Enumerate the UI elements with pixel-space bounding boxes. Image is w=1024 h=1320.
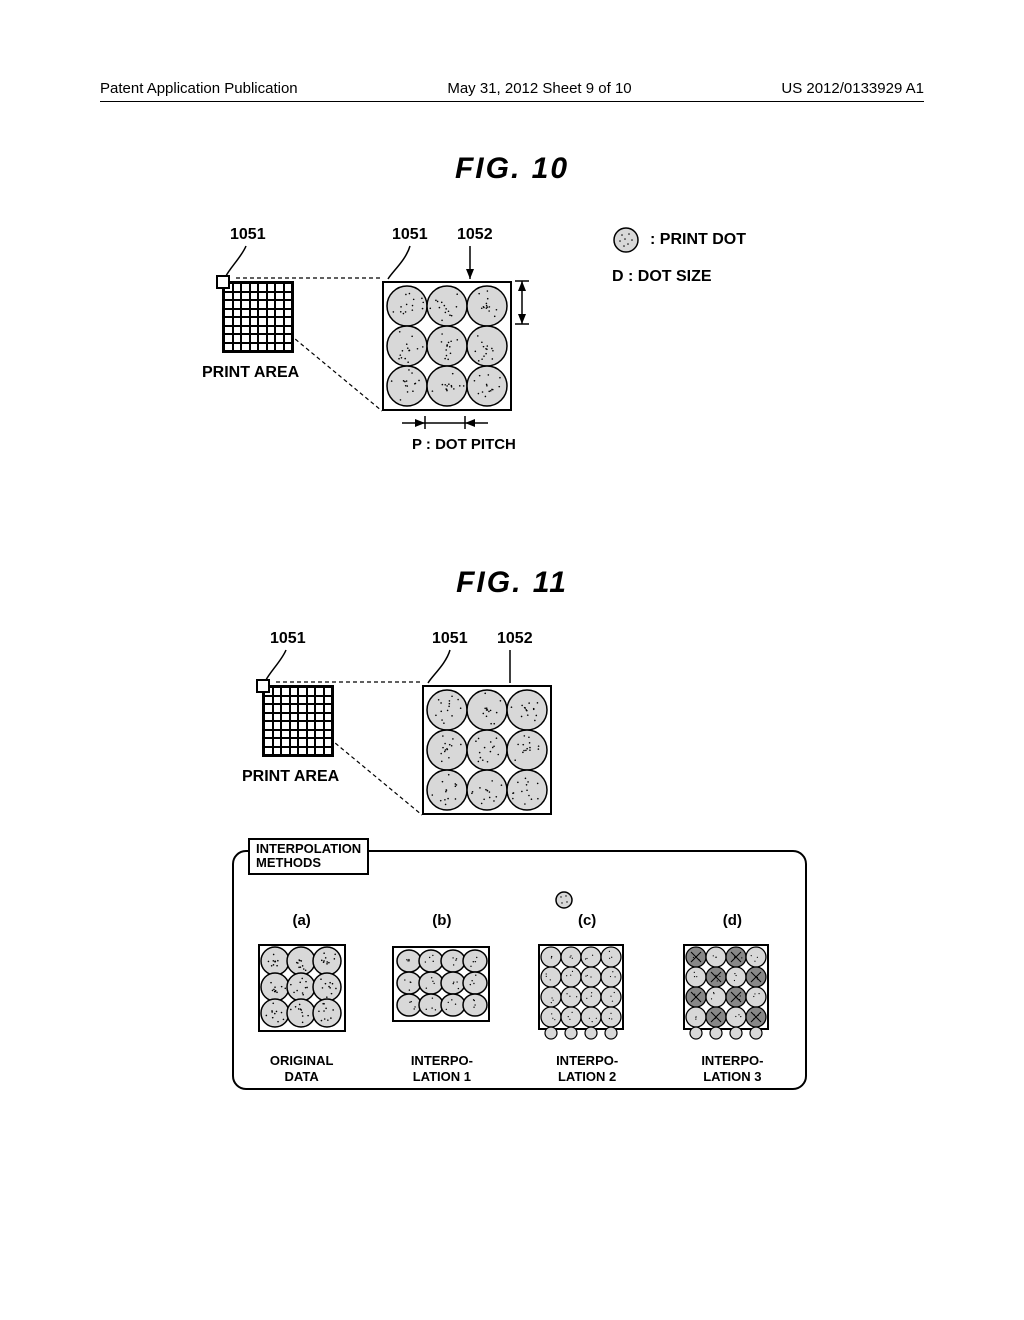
- interp-items: (a) ORIGINAL DATA (b) INTERPO- LATION 1 …: [234, 912, 805, 1084]
- fig11-title: FIG. 11: [100, 566, 924, 600]
- zoom-marker-icon-b: [256, 679, 270, 693]
- dot-pitch-label: P : DOT PITCH: [412, 436, 516, 453]
- fig11-dotbox: [422, 685, 552, 815]
- interp-svg-a: [257, 943, 347, 1043]
- interp-caption-a: ORIGINAL DATA: [257, 1053, 347, 1084]
- page: Patent Application Publication May 31, 2…: [0, 0, 1024, 1140]
- interp-item-d: (d) INTERPO- LATION 3: [682, 912, 782, 1084]
- floating-dot-icon: [554, 890, 574, 910]
- legend-dot-size: D : DOT SIZE: [612, 268, 712, 286]
- interp-item-c: (c) INTERPO- LATION 2: [537, 912, 637, 1084]
- fig11-print-area-grid: [262, 685, 334, 757]
- fig11: 1051 1051 1052 PRINT AREA: [192, 630, 832, 1100]
- interp-letter-d: (d): [682, 912, 782, 929]
- interp-caption-d: INTERPO- LATION 3: [682, 1053, 782, 1084]
- print-area-grid: [222, 281, 294, 353]
- interp-svg-c: [537, 943, 637, 1043]
- page-header: Patent Application Publication May 31, 2…: [100, 80, 924, 102]
- print-area-label: PRINT AREA: [202, 364, 299, 382]
- header-center: May 31, 2012 Sheet 9 of 10: [447, 80, 631, 97]
- header-right: US 2012/0133929 A1: [781, 80, 924, 97]
- grid-8x8: [222, 281, 294, 353]
- grid-8x8-b: [262, 685, 334, 757]
- fig10-title: FIG. 10: [100, 152, 924, 186]
- interp-letter-b: (b): [392, 912, 492, 929]
- interp-tab: INTERPOLATION METHODS: [248, 838, 369, 875]
- fig10-legend: : PRINT DOT D : DOT SIZE: [612, 226, 746, 300]
- interp-caption-b: INTERPO- LATION 1: [392, 1053, 492, 1084]
- interp-item-a: (a) ORIGINAL DATA: [257, 912, 347, 1084]
- header-left: Patent Application Publication: [100, 80, 298, 97]
- interp-svg-d: [682, 943, 782, 1043]
- print-dot-icon: [612, 226, 640, 254]
- interp-item-b: (b) INTERPO- LATION 1: [392, 912, 492, 1084]
- zoom-marker-icon: [216, 275, 230, 289]
- interp-caption-c: INTERPO- LATION 2: [537, 1053, 637, 1084]
- fig10-dots-svg: [384, 283, 510, 409]
- fig11-print-area-label: PRINT AREA: [242, 768, 339, 786]
- fig10-dotbox: [382, 281, 512, 411]
- interpolation-panel: INTERPOLATION METHODS (a) ORIGINAL DATA …: [232, 850, 807, 1090]
- interp-svg-b: [392, 943, 492, 1043]
- interp-tab-text: INTERPOLATION METHODS: [256, 841, 361, 870]
- legend-print-dot: : PRINT DOT: [650, 231, 746, 249]
- fig11-dots-svg: [424, 687, 550, 813]
- interp-letter-a: (a): [257, 912, 347, 929]
- fig10: 1051 1051 1052: [192, 216, 832, 486]
- interp-letter-c: (c): [537, 912, 637, 929]
